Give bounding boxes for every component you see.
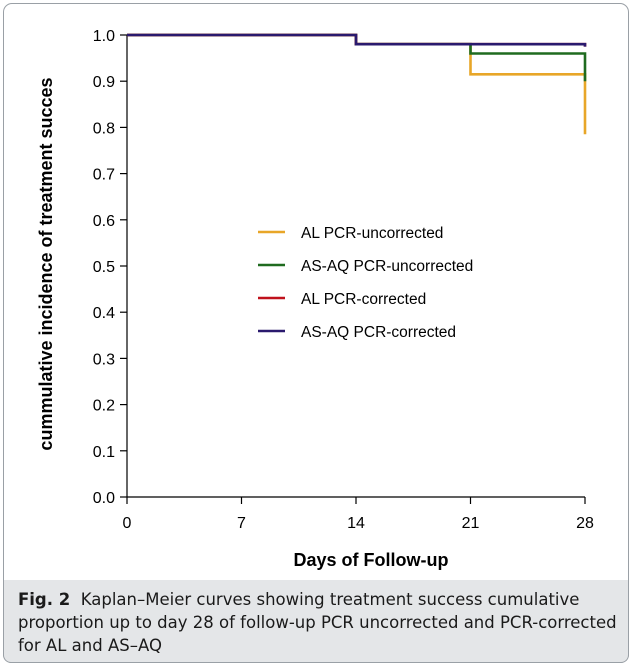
y-tick-label: 0.7 bbox=[93, 167, 115, 184]
y-tick-label: 0.5 bbox=[93, 259, 115, 276]
caption-box: Fig. 2 Kaplan–Meier curves showing treat… bbox=[3, 580, 629, 663]
legend-label-1: AL PCR-uncorrected bbox=[301, 225, 443, 242]
caption-text: Kaplan–Meier curves showing treatment su… bbox=[18, 590, 617, 655]
y-tick-label: 0.1 bbox=[93, 444, 115, 461]
legend-label-4: AS-AQ PCR-corrected bbox=[301, 324, 456, 341]
y-tick-label: 0.8 bbox=[93, 120, 115, 137]
x-tick-label: 28 bbox=[576, 515, 594, 532]
y-tick-label: 0.4 bbox=[93, 305, 115, 322]
y-tick-label: 1.0 bbox=[93, 28, 115, 45]
y-tick-label: 0.0 bbox=[93, 490, 115, 507]
caption-label: Fig. 2 bbox=[18, 590, 71, 609]
y-tick-label: 0.3 bbox=[93, 351, 115, 368]
series-line-1 bbox=[127, 33, 587, 135]
y-tick-label: 0.6 bbox=[93, 213, 115, 230]
legend-label-2: AS-AQ PCR-uncorrected bbox=[301, 258, 473, 275]
x-tick-label: 0 bbox=[123, 515, 132, 532]
series-layer bbox=[127, 33, 587, 135]
series-line-4 bbox=[127, 33, 587, 47]
legend-label-3: AL PCR-corrected bbox=[301, 291, 426, 308]
y-axis-title: cummulative incidence of treatment succe… bbox=[36, 77, 56, 450]
y-tick-label: 0.9 bbox=[93, 74, 115, 91]
legend: AL PCR-uncorrected AS-AQ PCR-uncorrected A… bbox=[258, 225, 473, 341]
x-tick-label: 14 bbox=[347, 515, 365, 532]
km-chart: 0.0 0.1 0.2 0.3 0.4 0.5 0.6 0.7 0.8 0.9 1.0 0 7 14 21 2… bbox=[36, 28, 594, 570]
y-tick-label: 0.2 bbox=[93, 398, 115, 415]
x-tick-label: 21 bbox=[462, 515, 480, 532]
x-tick-label: 7 bbox=[237, 515, 246, 532]
x-axis-title: Days of Follow-up bbox=[294, 550, 449, 570]
axes: 0.0 0.1 0.2 0.3 0.4 0.5 0.6 0.7 0.8 0.9 1.0 0 7 14 21 2… bbox=[93, 28, 594, 532]
figure-caption: Fig. 2 Kaplan–Meier curves showing treat… bbox=[18, 588, 618, 657]
